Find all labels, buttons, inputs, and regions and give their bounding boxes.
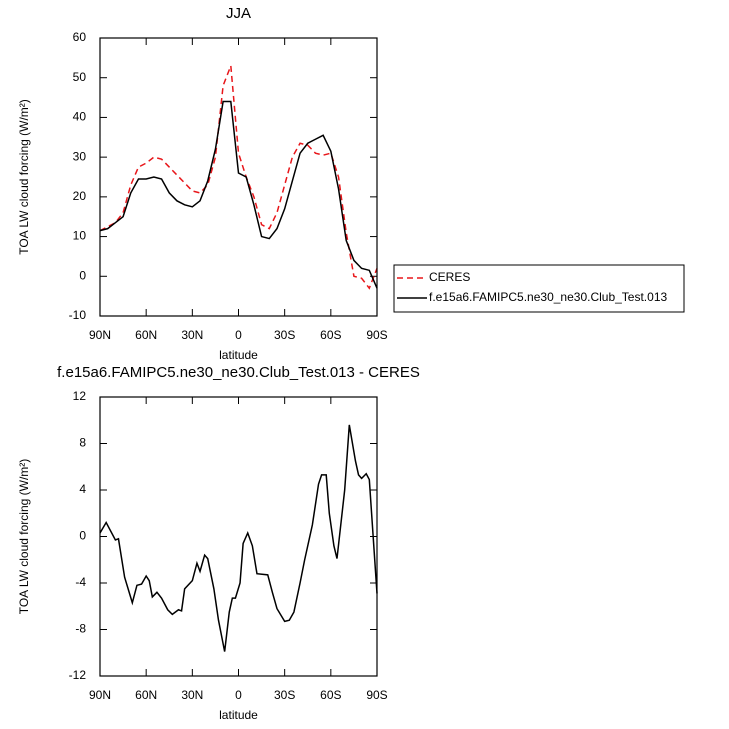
data-line: [99, 100, 378, 289]
x-tick-label: 90N: [89, 688, 111, 702]
data-line: [99, 424, 378, 652]
x-tick-label: 90N: [89, 328, 111, 342]
y-tick-label: -4: [75, 575, 86, 589]
x-tick-label: 90S: [366, 328, 387, 342]
y-tick-label: 30: [73, 149, 87, 163]
x-tick-label: 30S: [274, 328, 295, 342]
x-tick-label: 30N: [181, 688, 203, 702]
x-tick-label: 0: [235, 688, 242, 702]
y-tick-label: 0: [79, 529, 86, 543]
x-tick-label: 90S: [366, 688, 387, 702]
y-tick-label: 8: [79, 436, 86, 450]
plot-frame: [99, 37, 378, 317]
y-tick-label: -8: [75, 622, 86, 636]
y-tick-label: 40: [73, 110, 87, 124]
y-tick-label: 12: [73, 389, 87, 403]
y-tick-label: 50: [73, 70, 87, 84]
y-tick-label: 0: [79, 268, 86, 282]
chart-title: f.e15a6.FAMIPC5.ne30_ne30.Club_Test.013 …: [57, 364, 420, 381]
x-tick-label: 30S: [274, 688, 295, 702]
x-tick-label: 60S: [320, 688, 341, 702]
plot-frame: [99, 396, 378, 677]
legend-label: f.e15a6.FAMIPC5.ne30_ne30.Club_Test.013: [429, 290, 667, 304]
chart-title: JJA: [226, 5, 251, 22]
y-tick-label: -10: [69, 308, 87, 322]
y-tick-label: 60: [73, 30, 87, 44]
x-tick-label: 60N: [135, 328, 157, 342]
legend-box: [393, 264, 685, 313]
legend-label: CERES: [429, 270, 470, 284]
y-tick-label: 10: [73, 229, 87, 243]
x-axis-label: latitude: [219, 708, 258, 722]
y-tick-label: -12: [69, 668, 87, 682]
y-tick-label: 4: [79, 482, 86, 496]
x-axis-label: latitude: [219, 348, 258, 362]
x-tick-label: 60N: [135, 688, 157, 702]
y-tick-label: 20: [73, 189, 87, 203]
x-tick-label: 0: [235, 328, 242, 342]
y-axis-label: TOA LW cloud forcing (W/m²): [17, 459, 31, 615]
x-tick-label: 60S: [320, 328, 341, 342]
x-tick-label: 30N: [181, 328, 203, 342]
y-axis-label: TOA LW cloud forcing (W/m²): [17, 99, 31, 255]
